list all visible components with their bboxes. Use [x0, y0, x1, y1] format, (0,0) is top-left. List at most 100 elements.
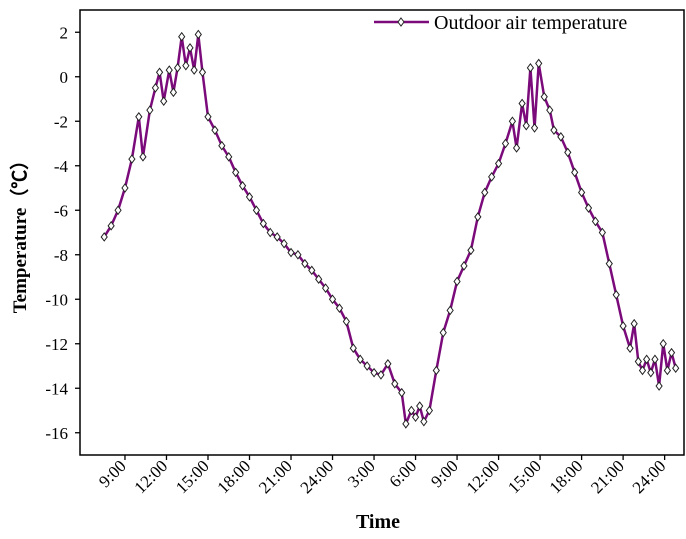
data-point: [198, 67, 207, 78]
data-point: [186, 42, 194, 53]
data-point: [402, 419, 410, 429]
data-point: [530, 123, 539, 133]
data-point: [550, 125, 558, 135]
x-tick-label: 24:00: [297, 456, 338, 497]
data-point: [446, 305, 454, 316]
x-tick-label: 21:00: [255, 456, 296, 497]
data-point: [225, 152, 233, 162]
data-point: [557, 131, 565, 142]
data-point: [146, 105, 154, 115]
data-point: [626, 343, 634, 354]
data-point: [349, 343, 357, 354]
data-point: [335, 303, 344, 313]
data-point: [266, 227, 274, 238]
x-tick-label: 12:00: [130, 456, 171, 497]
data-point: [178, 31, 186, 42]
data-point: [245, 192, 254, 202]
data-point: [169, 87, 178, 98]
data-point: [328, 294, 337, 305]
y-tick-label: -12: [45, 335, 68, 354]
data-point: [488, 172, 496, 182]
data-point: [630, 318, 638, 329]
data-point: [655, 381, 663, 391]
data-point: [398, 387, 406, 398]
data-point: [584, 203, 593, 213]
data-point: [651, 354, 659, 365]
x-tick-label: 12:00: [463, 456, 504, 497]
data-point: [139, 152, 147, 162]
data-point: [612, 289, 620, 300]
data-point: [453, 276, 461, 287]
data-point: [155, 67, 164, 78]
y-tick-label: -4: [54, 157, 69, 176]
data-point: [363, 361, 371, 371]
legend-label: Outdoor air temperature: [434, 12, 627, 34]
y-tick-label: -6: [54, 201, 68, 220]
data-point: [114, 205, 122, 216]
data-point: [501, 138, 510, 149]
data-point: [494, 158, 503, 169]
data-point: [121, 183, 129, 193]
y-tick-label: 0: [60, 68, 69, 87]
data-point: [238, 180, 247, 191]
data-point: [342, 316, 350, 327]
data-point: [638, 365, 647, 376]
data-point: [512, 143, 521, 153]
data-point: [218, 140, 226, 151]
data-point: [165, 65, 173, 75]
data-point: [508, 116, 517, 127]
data-point: [481, 187, 489, 198]
data-point: [294, 249, 302, 260]
data-point: [439, 327, 447, 338]
data-point: [518, 98, 526, 109]
data-point: [634, 356, 642, 367]
data-point: [128, 154, 136, 164]
plot-frame: [79, 9, 685, 456]
data-point: [425, 405, 434, 416]
data-point: [564, 147, 572, 158]
legend-marker: [397, 17, 405, 27]
y-axis-label: Temperature（℃）: [8, 151, 31, 314]
data-point: [190, 65, 198, 75]
data-point: [273, 232, 281, 242]
data-point: [663, 365, 672, 376]
data-point: [460, 261, 468, 271]
data-point: [672, 363, 680, 374]
x-tick-label: 3:00: [344, 456, 379, 491]
data-point: [107, 220, 115, 231]
data-point: [211, 125, 219, 135]
x-axis-label: Time: [356, 511, 400, 533]
data-point: [315, 274, 323, 285]
data-point: [546, 105, 554, 115]
data-point: [619, 321, 627, 331]
data-point: [432, 365, 440, 376]
data-point: [287, 247, 295, 258]
data-point: [370, 367, 378, 378]
data-point: [577, 187, 586, 198]
data-point: [182, 60, 190, 71]
data-point: [522, 120, 530, 131]
data-point: [204, 111, 212, 122]
data-point: [416, 401, 424, 411]
data-point: [308, 265, 316, 276]
y-tick-label: -10: [45, 290, 68, 309]
data-point: [280, 238, 288, 249]
data-point: [598, 227, 606, 238]
data-point: [411, 412, 420, 423]
data-point: [420, 416, 428, 427]
data-point: [384, 358, 392, 369]
data-point: [173, 63, 182, 73]
data-point: [232, 167, 240, 178]
x-tick-label: 18:00: [214, 456, 255, 497]
x-tick-label: 9:00: [95, 456, 130, 491]
x-tick-label: 24:00: [629, 456, 670, 497]
x-tick-label: 15:00: [504, 456, 545, 497]
data-point: [377, 370, 385, 380]
y-tick-label: -14: [45, 379, 68, 398]
data-point: [301, 258, 309, 269]
data-point: [526, 63, 535, 73]
data-point: [535, 58, 543, 69]
data-point: [151, 83, 160, 93]
